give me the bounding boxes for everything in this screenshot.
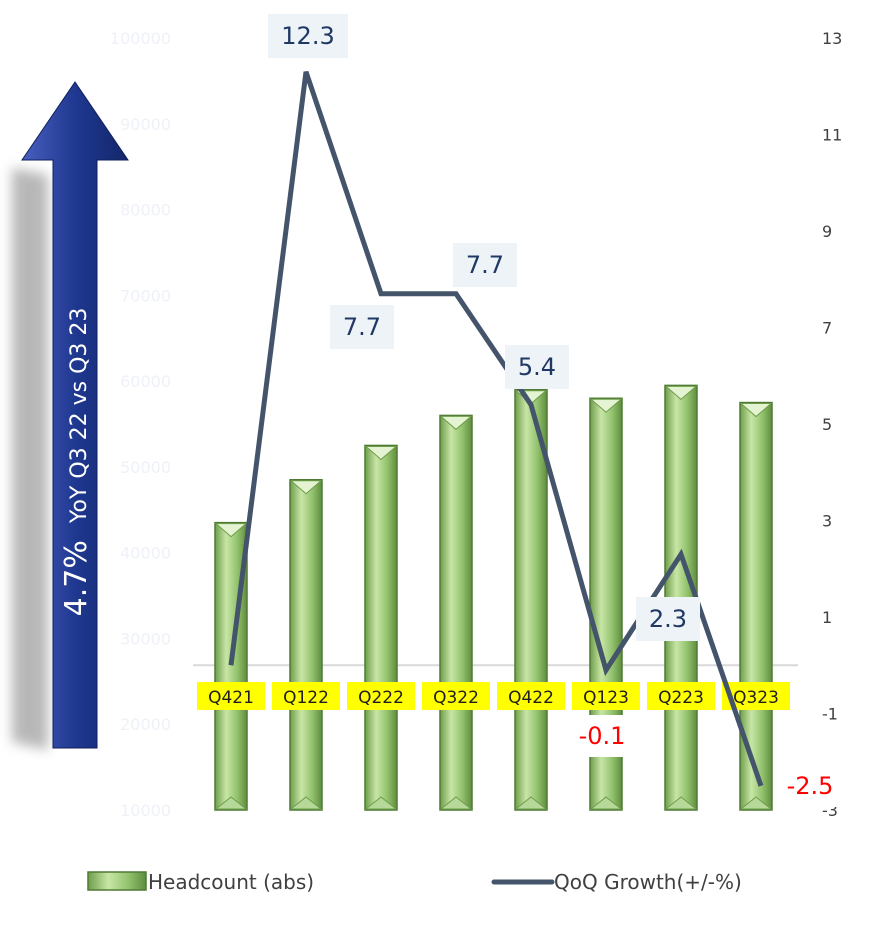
bar-bottom-cap — [364, 796, 398, 810]
left-tick-label: 50000 — [120, 458, 171, 477]
category-label: Q223 — [658, 688, 704, 708]
bar-bottom-cap — [589, 796, 623, 810]
data-label-box — [636, 597, 700, 641]
bar-top-cap — [289, 480, 323, 495]
category-label: Q122 — [283, 688, 329, 708]
bar-top-cap — [439, 415, 473, 431]
category-label: Q422 — [508, 688, 554, 708]
left-tick-label: 90000 — [120, 115, 171, 134]
category-highlight — [197, 682, 265, 710]
legend-bar-swatch — [87, 871, 147, 891]
data-label-box — [778, 765, 842, 807]
data-label-box — [505, 345, 569, 389]
data-label-box — [268, 14, 348, 58]
data-label: 5.4 — [518, 353, 556, 381]
left-tick-label: 80000 — [120, 201, 171, 220]
category-highlight — [572, 682, 640, 710]
right-tick-label: 7 — [822, 319, 832, 338]
right-tick-label: 9 — [822, 222, 832, 241]
left-tick-label: 20000 — [120, 715, 171, 734]
category-label: Q123 — [583, 688, 629, 708]
category-highlight — [647, 682, 715, 710]
category-label: Q323 — [733, 688, 779, 708]
right-tick-label: 13 — [822, 29, 842, 48]
bar-bottom-cap — [664, 796, 698, 810]
bar-bottom-cap — [214, 796, 248, 810]
category-highlight — [272, 682, 340, 710]
right-tick-label: 5 — [822, 415, 832, 434]
bar-headcount — [364, 444, 398, 811]
category-highlight — [347, 682, 415, 710]
category-highlight — [497, 682, 565, 710]
data-label: 2.3 — [649, 605, 687, 633]
right-tick-label: 1 — [822, 608, 832, 627]
bar-bottom-cap — [289, 796, 323, 810]
left-tick-label: 40000 — [120, 544, 171, 563]
legend-bar-label: Headcount (abs) — [148, 870, 314, 894]
data-label: 7.7 — [466, 251, 504, 279]
yoy-arrow: 4.7% YoY Q3 22 vs Q3 23 — [12, 81, 129, 750]
left-tick-label: 10000 — [120, 801, 171, 820]
left-tick-label: 30000 — [120, 629, 171, 648]
category-label: Q222 — [358, 688, 404, 708]
legend: Headcount (abs) QoQ Growth(+/-%) — [87, 870, 742, 894]
bar-bottom-cap — [739, 796, 773, 810]
bar-bottom-cap — [514, 796, 548, 810]
bar-series — [214, 384, 773, 811]
data-label: 7.7 — [343, 313, 381, 341]
growth-line — [228, 70, 764, 787]
yoy-value: 4.7% — [59, 540, 94, 616]
right-tick-label: -1 — [822, 705, 838, 724]
left-axis-ticks: 100000 90000 80000 70000 60000 50000 40000 3000… — [110, 29, 171, 820]
data-label: -2.5 — [787, 772, 834, 800]
bar-top-cap — [664, 385, 698, 401]
bar-top-cap — [364, 445, 398, 461]
legend-line-label: QoQ Growth(+/-%) — [554, 870, 742, 894]
bar-headcount — [739, 401, 773, 811]
right-tick-label: 3 — [822, 512, 832, 531]
svg-text:4.7% YoY Q3 22 vs Q3: 4.7% YoY Q3 22 vs Q3 23 — [59, 308, 94, 617]
yoy-text: YoY Q3 22 vs Q3 23 — [67, 308, 92, 524]
data-label: -0.1 — [579, 722, 626, 750]
bar-top-cap — [214, 523, 248, 538]
category-highlight — [422, 682, 490, 710]
bar-headcount — [439, 414, 473, 811]
data-label-box — [570, 715, 634, 757]
right-tick-label: 11 — [822, 126, 842, 145]
bar-top-cap — [589, 398, 623, 413]
bar-top-cap — [739, 403, 773, 418]
data-label-box — [453, 243, 517, 287]
left-tick-label: 70000 — [120, 286, 171, 305]
bar-bottom-cap — [439, 796, 473, 810]
bar-headcount — [289, 479, 323, 811]
category-labels: Q421 Q122 Q222 Q322 Q422 Q123 Q223 Q323 — [197, 682, 790, 710]
category-label: Q421 — [208, 688, 254, 708]
arrow-icon — [21, 81, 129, 749]
data-label: 12.3 — [281, 22, 334, 50]
left-tick-label: 60000 — [120, 372, 171, 391]
left-tick-label: 100000 — [110, 29, 171, 48]
data-label-box — [330, 305, 394, 349]
category-label: Q322 — [433, 688, 479, 708]
data-labels: 12.3 7.7 7.7 5.4 -0.1 2.3 -2.5 — [268, 14, 842, 807]
bar-headcount — [514, 388, 548, 811]
